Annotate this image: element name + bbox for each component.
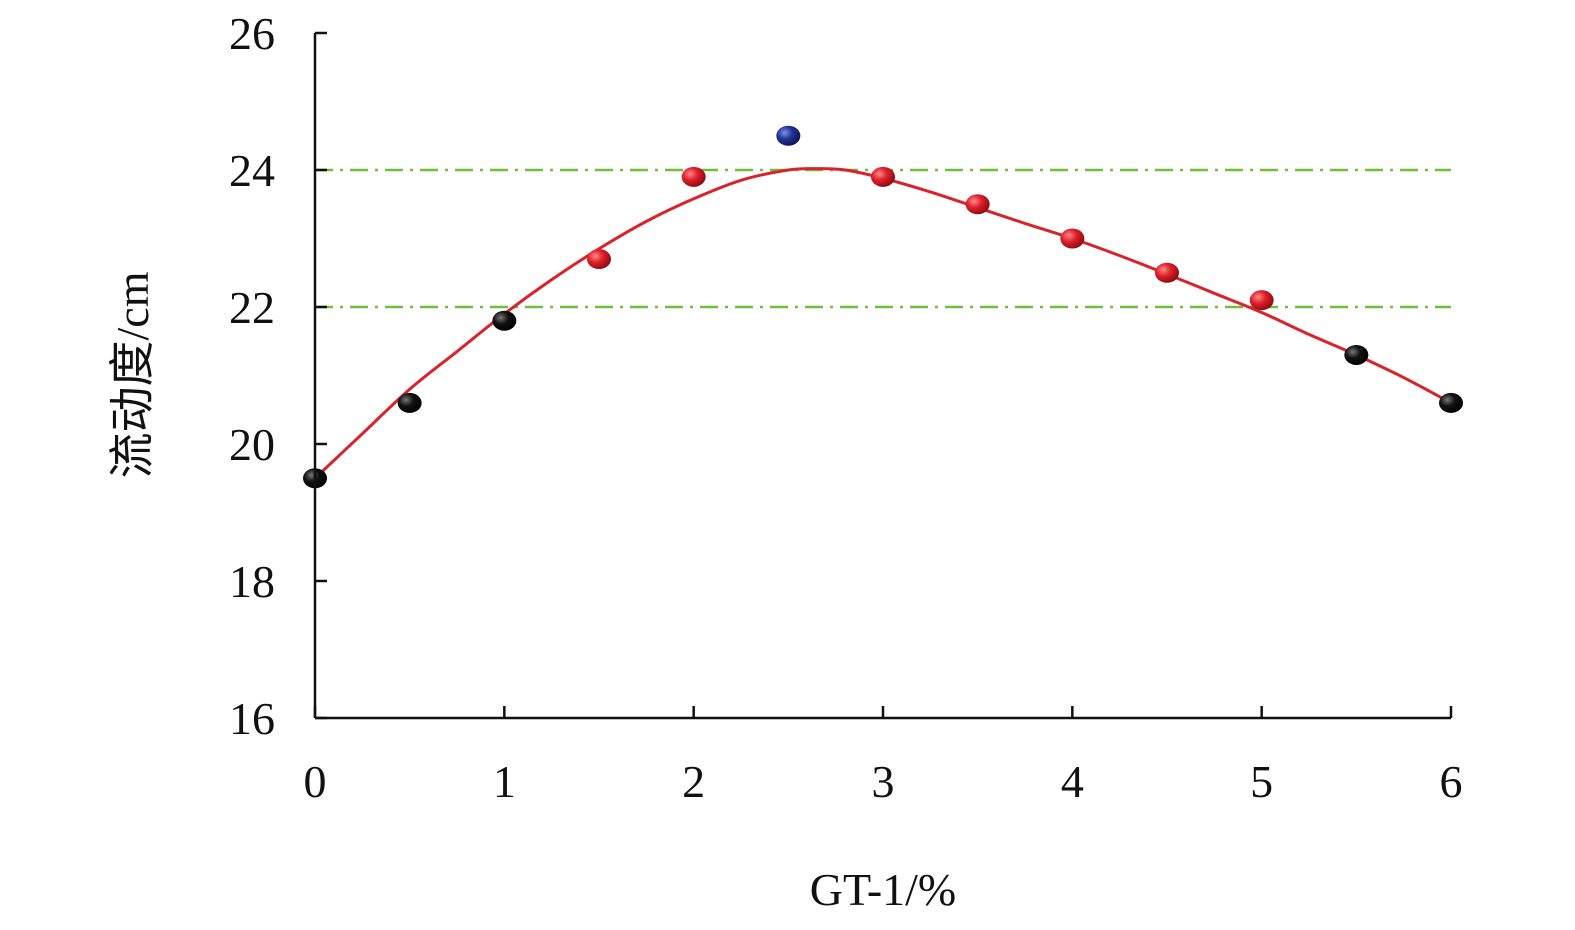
y-tick-label-22: 22 <box>229 282 275 333</box>
x-tick-label-1: 1 <box>493 756 516 807</box>
tick-labels: 16 18 20 22 24 26 0 1 2 3 4 5 6 <box>229 8 1463 807</box>
data-points <box>303 125 1463 489</box>
y-tick-label-20: 20 <box>229 419 275 470</box>
data-point-12 <box>1439 392 1463 413</box>
x-axis-title: GT-1/% <box>810 864 957 915</box>
y-tick-label-18: 18 <box>229 556 275 607</box>
x-tick-label-4: 4 <box>1061 756 1084 807</box>
data-point-6 <box>871 166 895 187</box>
data-point-9 <box>1155 262 1179 283</box>
data-point-2 <box>492 310 517 331</box>
x-tick-label-2: 2 <box>682 756 705 807</box>
axes <box>313 31 1453 720</box>
data-point-3 <box>587 249 611 270</box>
x-tick-label-6: 6 <box>1440 756 1463 807</box>
data-point-1 <box>397 392 422 413</box>
fit-curve-layer <box>313 167 1452 480</box>
data-point-5 <box>776 125 801 146</box>
x-tick-label-5: 5 <box>1250 756 1273 807</box>
data-point-4 <box>681 166 706 187</box>
reference-lines <box>315 168 1451 309</box>
y-tick-label-24: 24 <box>229 145 275 196</box>
y-tick-label-26: 26 <box>229 8 275 59</box>
x-tick-label-3: 3 <box>872 756 895 807</box>
data-point-8 <box>1060 228 1085 249</box>
data-point-10 <box>1249 290 1274 311</box>
x-tick-label-0: 0 <box>304 756 327 807</box>
y-axis-title: 流动度/cm <box>107 271 158 478</box>
data-point-7 <box>965 194 990 215</box>
y-tick-label-16: 16 <box>229 693 275 744</box>
data-point-11 <box>1344 344 1369 365</box>
fit-curve <box>313 167 1452 480</box>
